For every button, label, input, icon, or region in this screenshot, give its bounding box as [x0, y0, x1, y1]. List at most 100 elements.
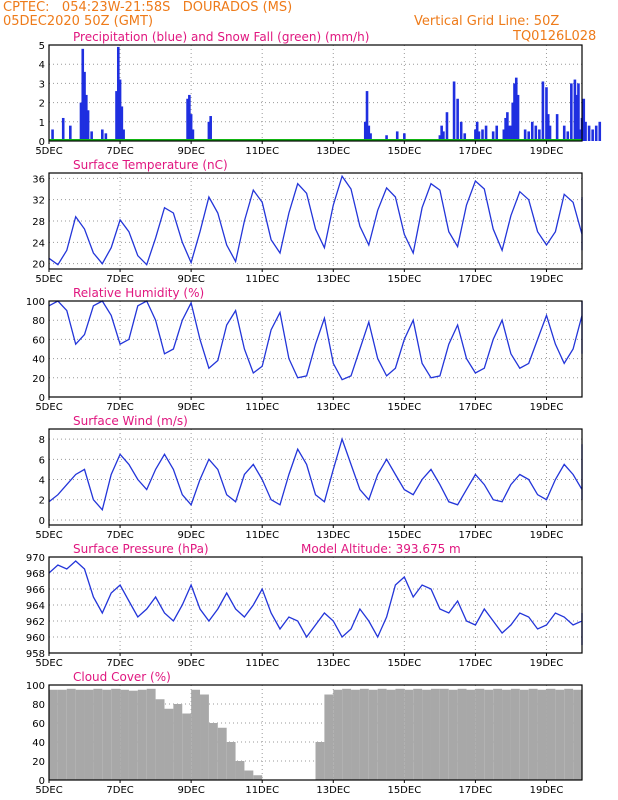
cloud-cover-bar	[386, 689, 396, 780]
y-tick-label: 100	[26, 681, 45, 692]
y-tick-label: 28	[32, 217, 45, 228]
cloud-cover-bar	[324, 694, 334, 780]
temperature-series-line	[48, 174, 583, 266]
panel-frame	[48, 172, 583, 270]
x-tick-label: 7DEC	[106, 785, 133, 796]
y-tick-label: 0	[39, 776, 45, 787]
cloud-cover-bar	[448, 689, 458, 780]
x-tick-label: 7DEC	[106, 146, 133, 157]
cloud-cover-bar	[102, 689, 112, 780]
precip-bar	[575, 94, 578, 141]
precip-bar	[101, 129, 104, 141]
cloud-cover-bar	[244, 770, 254, 780]
panel-title: Cloud Cover (%)	[73, 670, 171, 684]
cloud-cover-bar	[57, 689, 67, 780]
precip-bar	[369, 133, 372, 141]
x-tick-label: 11DEC	[245, 658, 279, 669]
precip-bar	[438, 135, 442, 141]
precip-bar	[570, 83, 573, 141]
x-tick-label: 11DEC	[245, 274, 279, 285]
precip-bar	[594, 125, 598, 141]
y-tick-label: 3	[39, 79, 45, 90]
cloud-cover-bar	[253, 775, 263, 780]
x-tick-label: 9DEC	[177, 146, 204, 157]
precip-bar	[591, 129, 594, 141]
panel-frame	[48, 428, 583, 526]
precip-bar	[481, 129, 484, 141]
precip-bar	[555, 114, 559, 141]
y-tick-label: 0	[39, 393, 45, 404]
precip-bar	[363, 121, 367, 141]
cloud-cover-bar	[84, 689, 94, 780]
cloud-cover-bar	[413, 688, 423, 780]
precip-bar	[514, 77, 518, 141]
y-tick-label: 968	[26, 569, 45, 580]
precip-bar	[548, 125, 552, 141]
cloud-cover-bar	[510, 688, 520, 780]
precip-bar	[186, 98, 189, 141]
x-tick-label: 13DEC	[316, 530, 350, 541]
y-tick-label: 60	[32, 335, 45, 346]
precip-bar	[79, 102, 83, 141]
precip-bar	[51, 129, 54, 141]
cloud-cover-bar	[484, 689, 494, 780]
precip-bar	[577, 83, 580, 141]
precip-bar	[207, 121, 211, 141]
precip-bar	[456, 98, 459, 141]
x-tick-label: 17DEC	[459, 658, 493, 669]
y-tick-label: 966	[26, 585, 45, 596]
x-tick-label: 5DEC	[35, 146, 62, 157]
cloud-cover-bar	[342, 688, 352, 780]
x-tick-label: 11DEC	[245, 146, 279, 157]
y-tick-label: 2	[39, 99, 45, 110]
cloud-cover-bar	[137, 689, 147, 780]
precip-bar	[477, 131, 481, 141]
humidity-series-line	[48, 300, 583, 381]
precip-bar	[452, 81, 456, 141]
precip-bar	[189, 114, 193, 141]
pressure-series-line	[48, 560, 583, 645]
precip-bar	[587, 125, 591, 141]
y-tick-label: 4	[39, 476, 45, 487]
x-tick-label: 17DEC	[459, 402, 493, 413]
y-tick-label: 964	[26, 601, 45, 612]
cloud-cover-bar	[519, 689, 529, 780]
y-tick-label: 0	[39, 516, 45, 527]
x-tick-label: 11DEC	[245, 785, 279, 796]
cloud-cover-bar	[315, 742, 325, 780]
x-tick-label: 13DEC	[316, 402, 350, 413]
y-tick-label: 24	[32, 238, 45, 249]
x-tick-label: 19DEC	[530, 146, 564, 157]
x-tick-label: 13DEC	[316, 146, 350, 157]
cloud-cover-bar	[164, 708, 174, 780]
cloud-cover-bar	[191, 689, 201, 780]
x-tick-label: 7DEC	[106, 274, 133, 285]
y-tick-label: 2	[39, 496, 45, 507]
precip-bar	[61, 117, 65, 141]
precip-bar	[365, 91, 369, 141]
precip-bar	[459, 121, 463, 141]
x-tick-label: 7DEC	[106, 658, 133, 669]
cloud-cover-bar	[359, 688, 369, 780]
cloud-cover-bar	[528, 688, 538, 780]
location-header: CPTEC: 054:23W-21:58S DOURADOS (MS)	[3, 0, 293, 15]
panel-title: Surface Wind (m/s)	[73, 414, 188, 428]
cloud-cover-bar	[173, 704, 183, 780]
precip-bar	[523, 129, 527, 141]
y-tick-label: 100	[26, 297, 45, 308]
precip-bar	[116, 46, 120, 141]
cloud-cover-bar	[368, 689, 378, 780]
cloud-cover-bar	[475, 688, 485, 780]
precip-bar	[395, 131, 399, 141]
precip-bar	[509, 125, 513, 141]
x-tick-label: 5DEC	[35, 402, 62, 413]
x-tick-label: 13DEC	[316, 785, 350, 796]
vertical-grid-note: Vertical Grid Line: 50Z	[414, 14, 560, 29]
x-tick-label: 5DEC	[35, 530, 62, 541]
y-tick-label: 32	[32, 196, 45, 207]
cloud-cover-bar	[200, 694, 209, 780]
x-tick-label: 11DEC	[245, 402, 279, 413]
x-tick-label: 5DEC	[35, 785, 62, 796]
precip-bar	[81, 48, 85, 142]
panel-frame	[48, 300, 583, 398]
